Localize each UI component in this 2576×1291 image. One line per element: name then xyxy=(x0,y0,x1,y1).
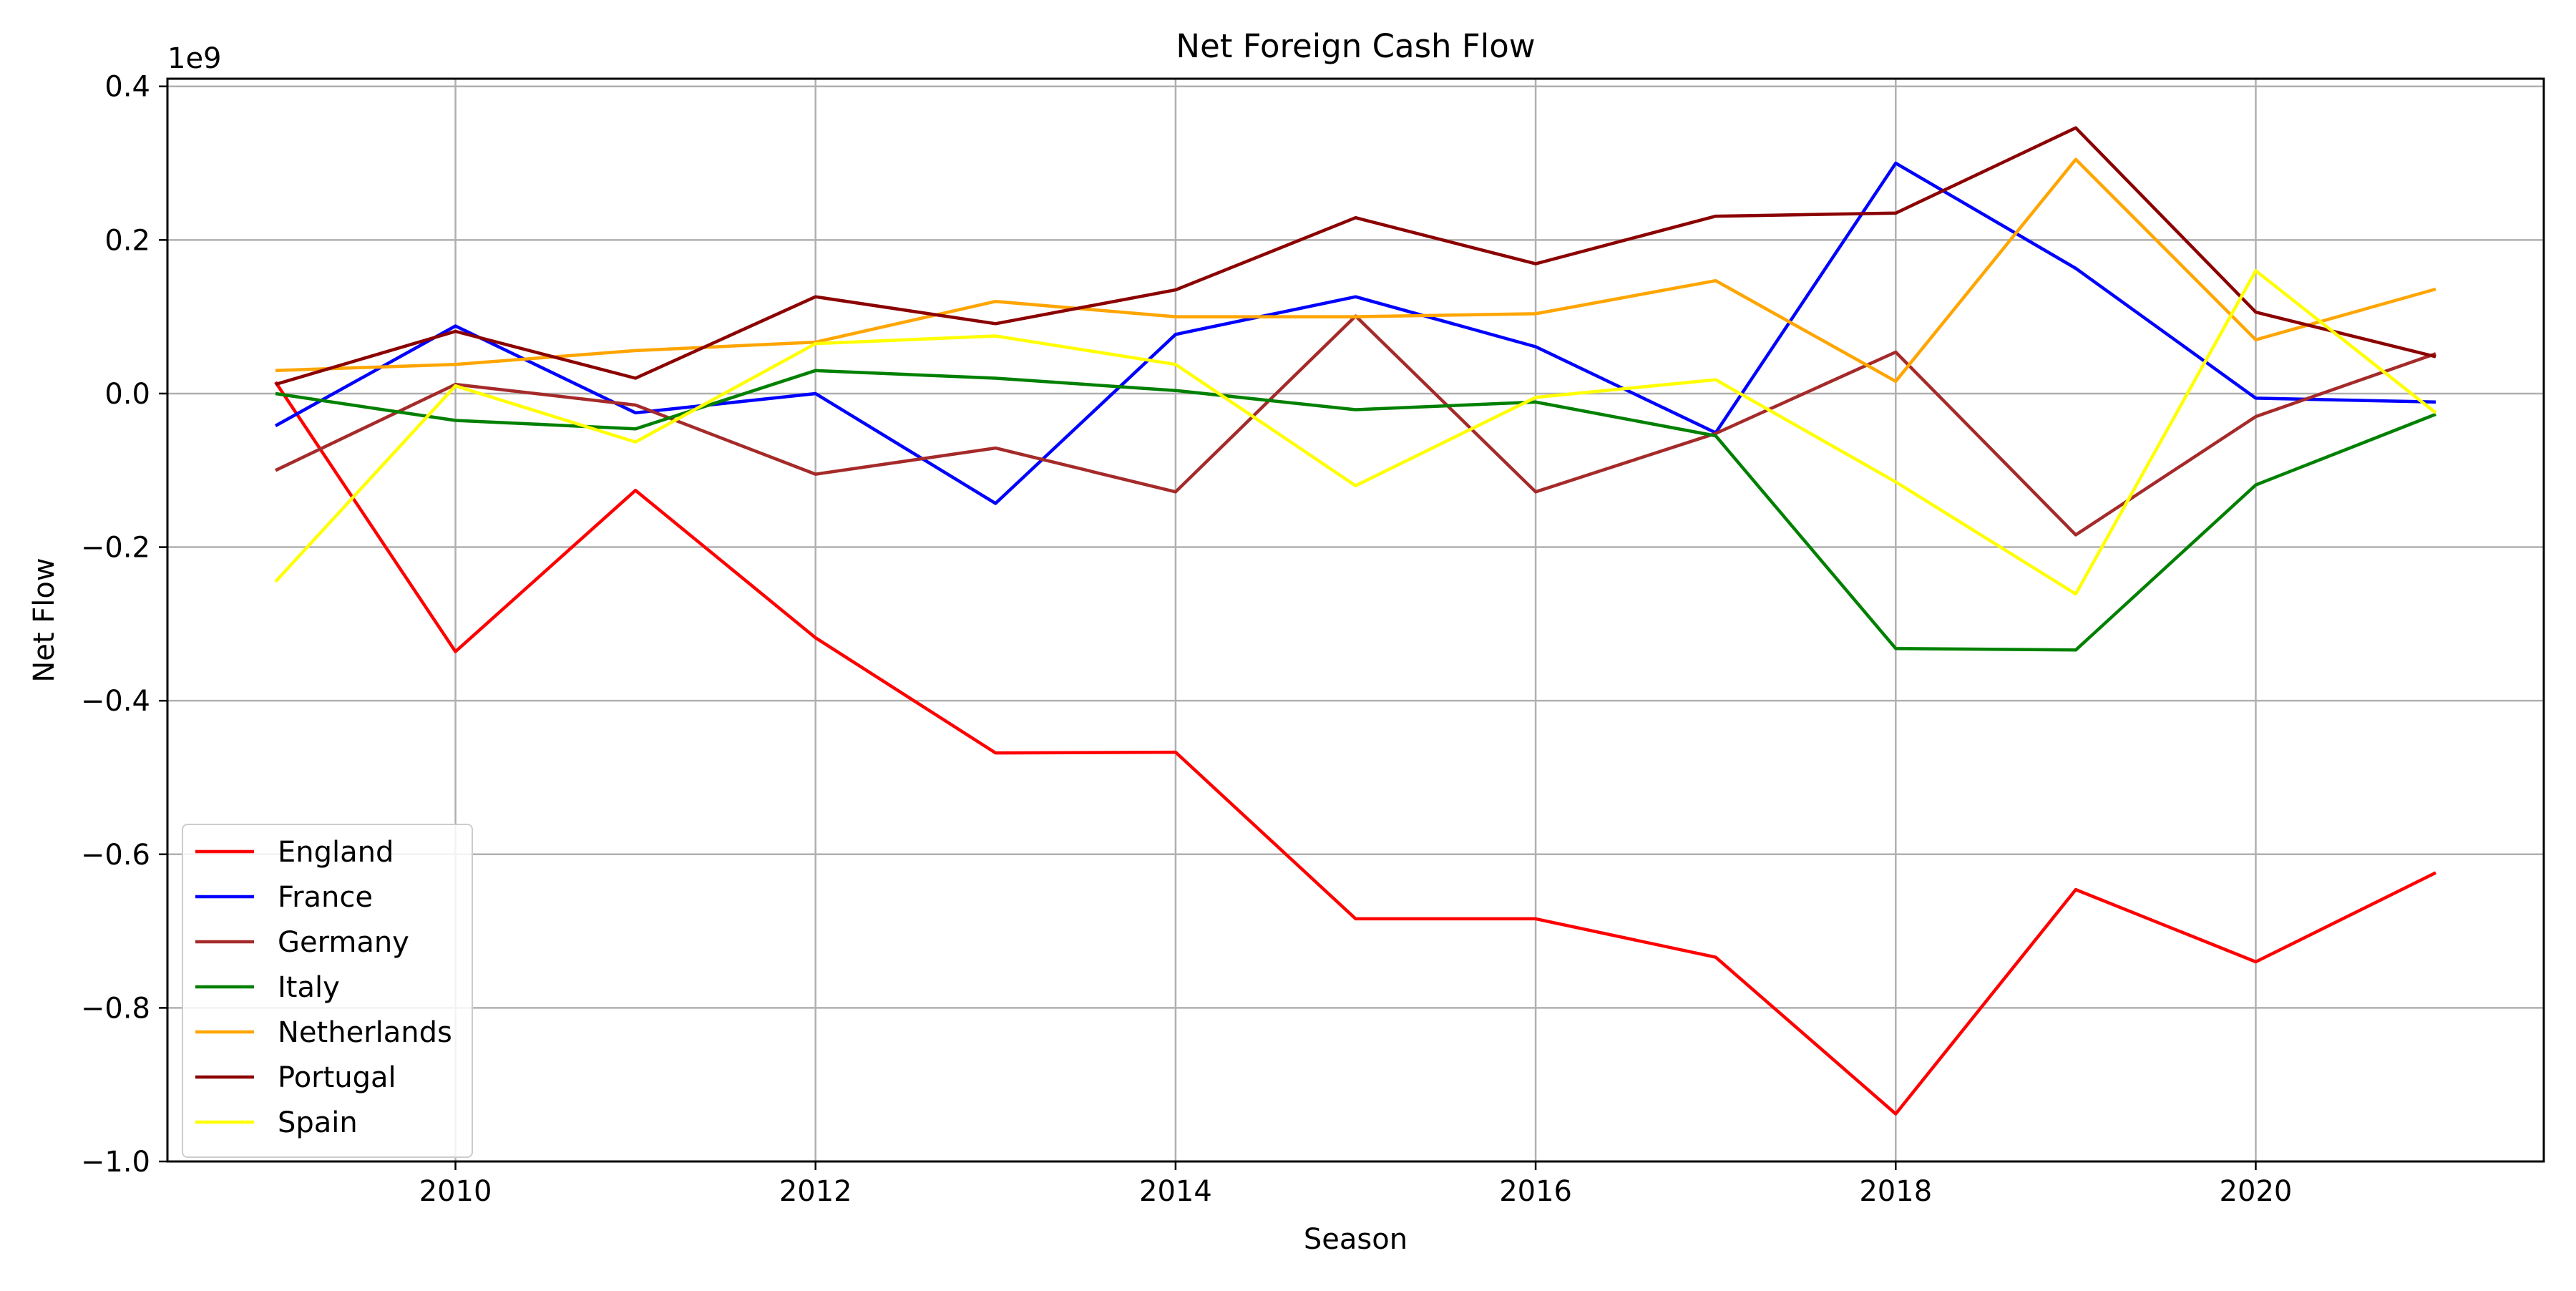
series-line-netherlands xyxy=(275,157,2436,384)
legend-label: Spain xyxy=(278,1106,358,1139)
legend-box xyxy=(182,824,473,1158)
legend-label: England xyxy=(278,836,394,869)
x-tick-label: 2014 xyxy=(1139,1175,1212,1208)
legend: England France Germany Italy Netherlands Port… xyxy=(182,824,473,1158)
y-tick-label: −0.4 xyxy=(81,685,150,718)
series-line-italy xyxy=(275,369,2436,652)
y-tick-label: −0.2 xyxy=(81,532,150,565)
legend-label: Portugal xyxy=(278,1061,396,1094)
series-line-england xyxy=(274,381,2436,1116)
y-axis-label: Net Flow xyxy=(28,557,61,682)
plot-area xyxy=(166,77,2545,1163)
legend-label: Netherlands xyxy=(278,1016,452,1049)
x-axis-label: Season xyxy=(1304,1223,1407,1256)
x-tick-label: 2018 xyxy=(1859,1175,1932,1208)
y-tick-label: −1.0 xyxy=(81,1146,150,1179)
y-axis-offset-text: 1e9 xyxy=(167,42,222,75)
y-tick-label: −0.8 xyxy=(81,992,150,1025)
series-line-spain xyxy=(274,269,2437,596)
x-tick-label: 2016 xyxy=(1499,1175,1572,1208)
x-tick-label: 2010 xyxy=(419,1175,492,1208)
legend-label: Germany xyxy=(278,926,409,959)
y-tick-label: 0.4 xyxy=(104,71,150,104)
x-tick-label: 2012 xyxy=(779,1175,852,1208)
x-tick-label: 2020 xyxy=(2220,1175,2293,1208)
chart-title: Net Foreign Cash Flow xyxy=(1176,27,1535,65)
y-tick-label: −0.6 xyxy=(81,839,150,872)
series-line-portugal xyxy=(275,126,2436,386)
y-tick-label: 0.2 xyxy=(104,224,150,257)
series-line-france xyxy=(274,161,2436,505)
legend-label: France xyxy=(278,881,373,914)
y-tick-label: 0.0 xyxy=(104,378,150,411)
legend-label: Italy xyxy=(278,971,340,1004)
